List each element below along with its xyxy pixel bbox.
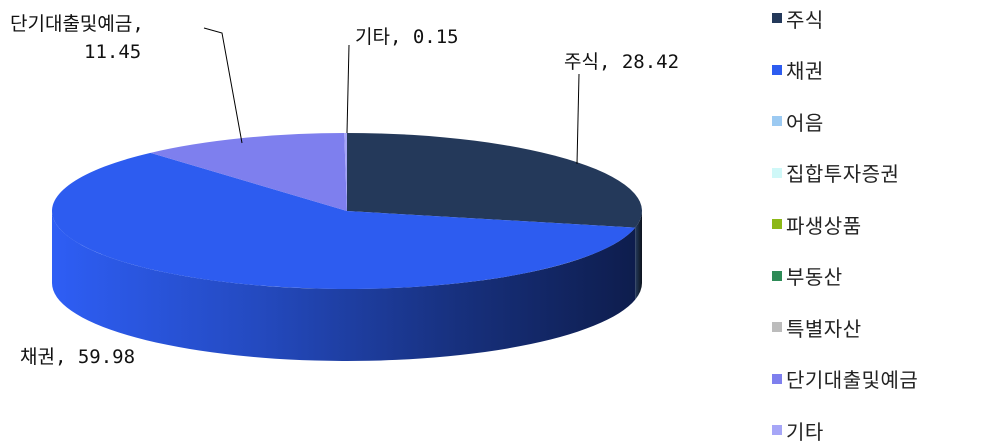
legend-item-단기대출및예금: 단기대출및예금 [772, 366, 918, 392]
slice-label-기타: 기타, 0.15 [355, 26, 459, 48]
legend-item-파생상품: 파생상품 [772, 211, 862, 238]
legend-item-특별자산: 특별자산 [772, 314, 862, 341]
slice-label-단기대출및예금-line-1: 단기대출및예금, [10, 13, 144, 35]
legend-swatch-특별자산 [772, 322, 782, 332]
leader-line-기타 [346, 44, 350, 134]
legend-label-채권: 채권 [786, 59, 824, 83]
legend-swatch-부동산 [772, 270, 782, 281]
leader-line-주식 [576, 73, 580, 165]
legend-swatch-채권 [772, 64, 782, 75]
legend-item-어음: 어음 [772, 108, 824, 135]
legend-item-집합투자증권: 집합투자증권 [772, 160, 899, 186]
pie-slice-기타 [344, 132, 347, 211]
legend-swatch-파생상품 [772, 219, 782, 229]
pie-slice-단기대출및예금 [150, 133, 347, 211]
legend-label-단기대출및예금: 단기대출및예금 [786, 368, 919, 392]
legend-swatch-단기대출및예금 [772, 373, 782, 384]
legend-item-채권: 채권 [772, 57, 824, 83]
legend-label-특별자산: 특별자산 [786, 316, 862, 341]
legend-swatch-기타 [772, 425, 782, 435]
legend-label-부동산: 부동산 [786, 265, 843, 289]
legend-label-어음: 어음 [786, 110, 824, 135]
slice-label-단기대출및예금-line-2: 11.45 [84, 41, 141, 63]
legend-label-집합투자증권: 집합투자증권 [786, 162, 900, 186]
legend-label-주식: 주식 [786, 7, 824, 32]
legend-item-주식: 주식 [772, 5, 824, 32]
pie-side-주식 [635, 211, 642, 300]
legend-swatch-어음 [772, 116, 782, 126]
pie-side-채권 [51, 211, 636, 362]
slice-label-채권: 채권, 59.98 [20, 346, 135, 368]
legend-item-기타: 기타 [772, 417, 824, 444]
leader-line-단기대출및예금 [203, 27, 243, 144]
legend-label-파생상품: 파생상품 [786, 213, 862, 238]
pie-slice-주식 [347, 133, 643, 228]
legend-label-기타: 기타 [786, 419, 824, 444]
legend-swatch-집합투자증권 [772, 167, 782, 178]
slice-label-주식: 주식, 28.42 [564, 51, 679, 73]
legend-swatch-주식 [772, 13, 782, 23]
legend-item-부동산: 부동산 [772, 263, 843, 289]
pie-slice-채권 [51, 152, 636, 290]
